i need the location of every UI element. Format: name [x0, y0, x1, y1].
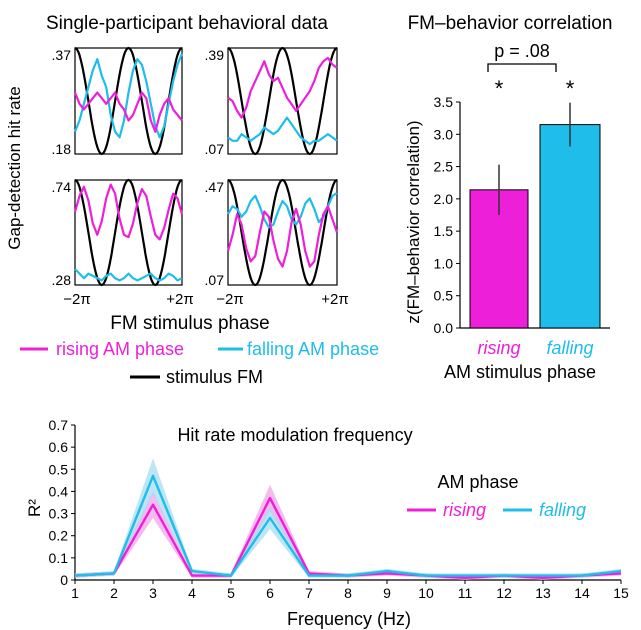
modulation-xtick-label: 7 — [305, 585, 313, 601]
modulation-ytick-label: 0.3 — [49, 506, 69, 522]
correlation-ytick-label: 2.0 — [434, 191, 454, 207]
stimulus-fm-line — [227, 178, 338, 287]
modulation-ytick-label: 0 — [60, 572, 68, 588]
panel-xtick-left: −2π — [216, 291, 243, 308]
category-label-falling: falling — [546, 338, 593, 358]
modulation-xtick-label: 2 — [110, 585, 118, 601]
correlation-ytick-label: 0.0 — [434, 320, 454, 336]
modulation-legend-title: AM phase — [437, 472, 518, 492]
modulation-xlabel: Frequency (Hz) — [287, 609, 411, 629]
panel-ytick-top: .74 — [52, 179, 72, 195]
modulation-ytick-label: 0.2 — [49, 528, 69, 544]
modulation-legend-falling-label: falling — [539, 500, 586, 520]
panel-xtick-left: −2π — [63, 291, 90, 308]
panel-ytick-bottom: .28 — [52, 272, 72, 288]
stimulus-fm-line — [74, 178, 183, 287]
panel-ytick-bottom: .18 — [52, 141, 72, 157]
modulation-chart: Hit rate modulation frequency Frequency … — [25, 417, 629, 629]
rising-am-line — [73, 91, 183, 133]
falling-am-line — [227, 116, 338, 146]
modulation-xtick-label: 9 — [383, 585, 391, 601]
single-participant-title: Single-participant behavioral data — [46, 13, 328, 34]
stimulus-fm-line — [227, 46, 338, 156]
panel-ytick-bottom: .07 — [205, 272, 225, 288]
modulation-xtick-label: 3 — [149, 585, 157, 601]
panel-ytick-bottom: .07 — [205, 141, 225, 157]
correlation-chart: FM–behavior correlation z(FM–behavior co… — [404, 13, 612, 382]
panel-ytick-top: .47 — [205, 179, 225, 195]
panel-3: .74 .28 −2π +2π — [52, 178, 194, 308]
modulation-xtick-label: 1 — [71, 585, 79, 601]
legend-stimulus-label: stimulus FM — [166, 367, 263, 387]
legend-falling-label: falling AM phase — [247, 339, 379, 359]
single-participant-chart: Single-participant behavioral data Gap-d… — [5, 13, 379, 387]
correlation-ytick-label: 3.0 — [434, 126, 454, 142]
legend: rising AM phase falling AM phase stimulu… — [20, 339, 379, 387]
modulation-ytick-label: 0.7 — [49, 417, 69, 433]
modulation-legend-rising-label: rising — [443, 500, 486, 520]
modulation-xtick-label: 14 — [574, 585, 590, 601]
modulation-plot: 00.10.20.30.40.50.60.71 2 3 4 5 6 7 8 9 10 11 12 13 1… — [49, 417, 629, 601]
modulation-xtick-label: 15 — [613, 585, 629, 601]
significance-marker-falling: * — [566, 76, 575, 101]
comparison-bracket — [487, 63, 557, 72]
significance-marker-rising: * — [495, 76, 504, 101]
modulation-xtick-label: 11 — [458, 585, 473, 601]
single-participant-ylabel: Gap-detection hit rate — [5, 86, 24, 249]
bar-falling — [539, 124, 601, 329]
correlation-plot: 0.0 0.5 1.0 1.5 2.0 2.5 3.0 3.5 * rising * falling — [434, 76, 610, 358]
category-label-rising: rising — [477, 338, 520, 358]
correlation-ylabel: z(FM–behavior correlation) — [404, 120, 423, 323]
modulation-xtick-label: 10 — [418, 585, 434, 601]
correlation-ytick-label: 3.5 — [434, 94, 454, 110]
falling-am-line — [73, 53, 184, 139]
modulation-title: Hit rate modulation frequency — [177, 425, 412, 445]
panel-group: .37 .18 .39 .07 .74 .28 −2π +2π .47 .07 −2π +2π — [52, 46, 349, 308]
panel-ytick-top: .37 — [52, 47, 72, 63]
correlation-ytick-label: 2.5 — [434, 159, 454, 175]
modulation-ytick-label: 0.6 — [49, 439, 69, 455]
falling-am-line — [227, 192, 338, 229]
panel-frame — [227, 179, 338, 286]
correlation-ytick-label: 1.0 — [434, 255, 454, 271]
correlation-ytick-label: 0.5 — [434, 288, 454, 304]
correlation-title: FM–behavior correlation — [408, 13, 613, 34]
modulation-ylabel: R² — [25, 499, 44, 517]
panel-4: .47 .07 −2π +2π — [205, 178, 349, 308]
panel-ytick-top: .39 — [205, 47, 225, 63]
panel-1: .37 .18 — [52, 46, 184, 157]
modulation-ytick-label: 0.5 — [49, 461, 69, 477]
modulation-xtick-label: 4 — [188, 585, 196, 601]
modulation-xtick-label: 6 — [266, 585, 274, 601]
rising-am-line — [73, 183, 184, 241]
modulation-xtick-label: 5 — [227, 585, 235, 601]
legend-rising-label: rising AM phase — [56, 339, 184, 359]
correlation-xlabel: AM stimulus phase — [444, 362, 596, 382]
panel-2: .39 .07 — [205, 46, 338, 157]
comparison-label: p = .08 — [494, 41, 550, 61]
rising-am-line — [226, 205, 339, 268]
modulation-ytick-label: 0.1 — [49, 550, 69, 566]
correlation-ytick-label: 1.5 — [434, 223, 454, 239]
modulation-legend: AM phase rising falling — [407, 472, 586, 520]
panel-xtick-right: +2π — [166, 291, 193, 308]
falling-am-line — [74, 268, 183, 282]
modulation-ytick-label: 0.4 — [49, 483, 69, 499]
rising-am-line — [227, 56, 338, 119]
modulation-xtick-label: 8 — [344, 585, 352, 601]
panel-frame — [74, 179, 183, 286]
modulation-xtick-label: 12 — [496, 585, 512, 601]
modulation-xtick-label: 13 — [535, 585, 551, 601]
panel-xtick-right: +2π — [321, 291, 348, 308]
falling-line — [74, 474, 622, 577]
single-participant-xlabel: FM stimulus phase — [110, 313, 269, 334]
